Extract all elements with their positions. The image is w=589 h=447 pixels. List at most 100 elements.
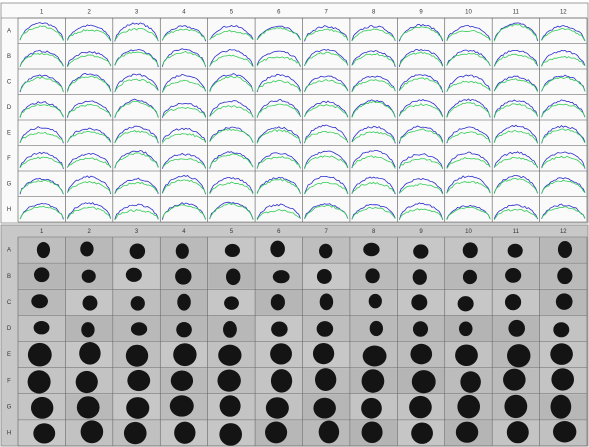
spheroid — [460, 371, 481, 393]
spheroid — [173, 343, 196, 366]
spheroid — [124, 422, 147, 444]
spheroid — [130, 244, 146, 259]
spheroid — [320, 293, 333, 310]
spheroid — [508, 244, 523, 258]
spheroid — [219, 423, 242, 446]
spheroid — [365, 268, 379, 283]
spheroid — [28, 370, 51, 393]
spheroid — [31, 397, 53, 419]
spheroid — [174, 422, 195, 444]
spheroid — [362, 369, 385, 393]
row-label: E — [7, 130, 11, 136]
spheroid — [456, 422, 478, 443]
spheroid — [315, 368, 336, 391]
row-label: A — [7, 248, 11, 254]
spheroid — [217, 370, 240, 392]
spheroid — [317, 269, 332, 284]
spheroid — [175, 268, 191, 285]
spheroid — [265, 421, 287, 443]
spheroid — [412, 370, 436, 393]
column-label: 11 — [513, 229, 520, 235]
spheroid — [413, 244, 428, 258]
row-label: E — [7, 352, 11, 358]
spheroid — [363, 346, 387, 367]
spheroid — [271, 294, 285, 310]
row-label: C — [7, 300, 12, 306]
spheroid — [508, 320, 525, 337]
spheroid — [319, 244, 332, 259]
spheroid — [81, 322, 94, 337]
spheroid — [271, 322, 288, 337]
spheroid — [457, 395, 480, 418]
spheroid — [553, 421, 576, 443]
column-label: 12 — [560, 229, 567, 235]
spheroid — [83, 296, 98, 311]
spheroid — [76, 371, 98, 393]
page: 123456789101112ABCDEFGH123456789101112AB… — [0, 0, 589, 447]
spheroid — [131, 322, 147, 335]
spheroid — [273, 270, 290, 283]
row-label: H — [7, 431, 11, 437]
spheroid — [363, 243, 379, 257]
spheroid — [225, 244, 240, 257]
spheroid — [33, 423, 55, 443]
spheroid — [31, 294, 48, 308]
spheroid — [176, 322, 192, 337]
spheroid — [220, 395, 241, 417]
spheroid — [551, 395, 572, 419]
spheroid — [413, 321, 428, 336]
spheroid — [463, 270, 477, 284]
spheroid — [270, 343, 292, 364]
spheroid — [224, 296, 239, 310]
row-label: G — [7, 404, 12, 410]
spheroid — [271, 369, 292, 392]
spheroid — [266, 397, 289, 419]
spheroid — [459, 321, 473, 336]
spheroid — [28, 343, 52, 367]
spheroid — [362, 421, 383, 443]
spheroid — [126, 268, 142, 282]
spheroid — [369, 294, 382, 309]
spheroid — [34, 321, 50, 334]
spheroid — [131, 296, 145, 311]
spheroid — [170, 395, 194, 416]
spheroid — [413, 269, 427, 285]
spheroid — [507, 421, 529, 443]
curves-panel — [1, 3, 588, 223]
row-label: G — [7, 181, 12, 187]
spheroid — [80, 242, 93, 257]
spheroid — [410, 344, 432, 365]
row-label: B — [7, 54, 11, 60]
row-label: F — [7, 378, 11, 384]
spheroid — [455, 344, 478, 366]
spheroid — [503, 369, 526, 391]
spheroid — [507, 344, 530, 367]
spheroid — [504, 395, 527, 418]
spheroid — [176, 243, 189, 258]
row-label: A — [7, 28, 11, 34]
row-label: D — [7, 326, 12, 332]
spheroid — [411, 422, 433, 443]
spheroid — [409, 396, 432, 418]
spheroid — [126, 345, 148, 367]
spheroid — [411, 294, 427, 310]
spheroid — [223, 321, 237, 338]
spheroid — [370, 321, 383, 336]
row-label: B — [7, 274, 11, 280]
column-label: 11 — [513, 10, 520, 16]
spheroid — [82, 270, 96, 283]
spheroid — [319, 421, 339, 444]
spheroid — [37, 242, 50, 258]
spheroid — [558, 241, 572, 258]
spheroid — [556, 293, 573, 310]
spheroid — [34, 267, 49, 282]
spheroid — [171, 370, 193, 391]
spheroid — [505, 268, 521, 283]
spheroid — [505, 294, 521, 310]
row-label: C — [7, 79, 12, 85]
spheroid — [79, 342, 100, 365]
spheroid — [551, 368, 574, 390]
spheroid — [226, 268, 240, 285]
plate-viewer: 123456789101112ABCDEFGH123456789101112AB… — [0, 0, 589, 447]
spheroid — [126, 397, 149, 419]
